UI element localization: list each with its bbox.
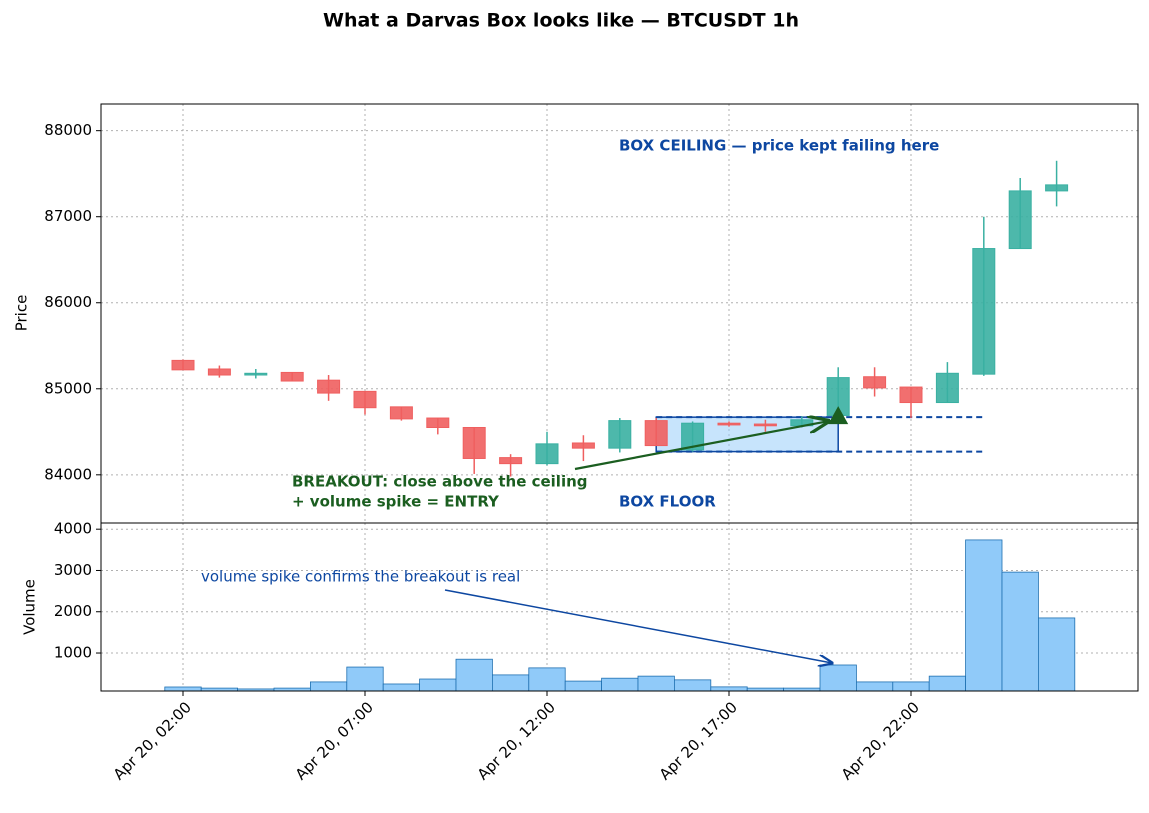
annotation: volume spike confirms the breakout is re… (201, 568, 520, 586)
volume-bar (419, 678, 457, 692)
candle-body (244, 372, 268, 376)
candle-body (681, 422, 705, 451)
volume-bar (637, 675, 675, 692)
volume-bar (528, 667, 566, 692)
y-tick-label: 85000 (44, 379, 92, 397)
y-tick-label: 4000 (54, 520, 92, 538)
y-tick-label: 84000 (44, 465, 92, 483)
volume-bar (674, 679, 712, 692)
volume-bar (892, 681, 930, 692)
candle-body (317, 379, 341, 394)
chart-title: What a Darvas Box looks like — BTCUSDT 1… (323, 10, 799, 32)
candle-body (1008, 190, 1032, 250)
volume-bar (164, 686, 202, 692)
y-axis-label: Price (13, 295, 31, 332)
candle-body (972, 248, 996, 375)
x-tick-label: Apr 20, 07:00 (292, 698, 377, 783)
volume-bar (1001, 571, 1039, 692)
volume-bar (346, 666, 384, 692)
y-tick-label: 88000 (44, 121, 92, 139)
y-tick-label: 1000 (54, 644, 92, 662)
candle-body (171, 359, 195, 371)
breakout-arrow (574, 421, 828, 471)
volume-bar (710, 686, 748, 692)
candle-body (353, 390, 377, 409)
candle-body (644, 420, 668, 447)
volume-bar (309, 681, 348, 692)
plot-frame (100, 522, 1139, 692)
candle-body (753, 423, 777, 427)
x-tick-label: Apr 20, 02:00 (110, 698, 195, 783)
volume-bar (965, 539, 1003, 692)
volume-bar (928, 675, 967, 692)
candle-body (863, 376, 887, 389)
y-tick-label: 86000 (44, 293, 92, 311)
annotation: + volume spike = ENTRY (292, 493, 500, 511)
candle-body (899, 386, 923, 404)
candle-body (935, 372, 959, 404)
candle-body (462, 426, 486, 459)
volume-bar (856, 681, 894, 692)
breakout-marker (828, 406, 849, 425)
candle-body (280, 371, 304, 382)
annotation: BREAKOUT: close above the ceiling (292, 473, 588, 491)
y-tick-label: 2000 (54, 602, 92, 620)
x-tick-label: Apr 20, 22:00 (838, 698, 923, 783)
candle-body (207, 368, 231, 376)
volume-bar (1038, 617, 1076, 692)
x-tick-label: Apr 20, 17:00 (656, 698, 741, 783)
candle-body (571, 442, 595, 449)
x-tick-label: Apr 20, 12:00 (474, 698, 559, 783)
annotation: BOX FLOOR (619, 493, 716, 511)
candle-body (608, 420, 632, 449)
candle-body (1045, 184, 1069, 192)
volume-bar (455, 658, 493, 692)
y-tick-label: 3000 (54, 561, 92, 579)
candle-body (426, 417, 450, 428)
candle-body (535, 443, 559, 465)
volume-bar (564, 680, 603, 692)
candle-body (499, 457, 523, 465)
candle-body (717, 422, 741, 426)
volume-bar (491, 674, 530, 692)
annotation-arrow (444, 589, 832, 663)
y-axis-label: Volume (21, 579, 39, 635)
annotation: BOX CEILING — price kept failing here (619, 137, 939, 155)
y-tick-label: 87000 (44, 207, 92, 225)
volume-bar (819, 664, 857, 692)
candle-body (389, 406, 413, 420)
volume-bar (382, 683, 421, 692)
volume-bar (601, 677, 639, 692)
